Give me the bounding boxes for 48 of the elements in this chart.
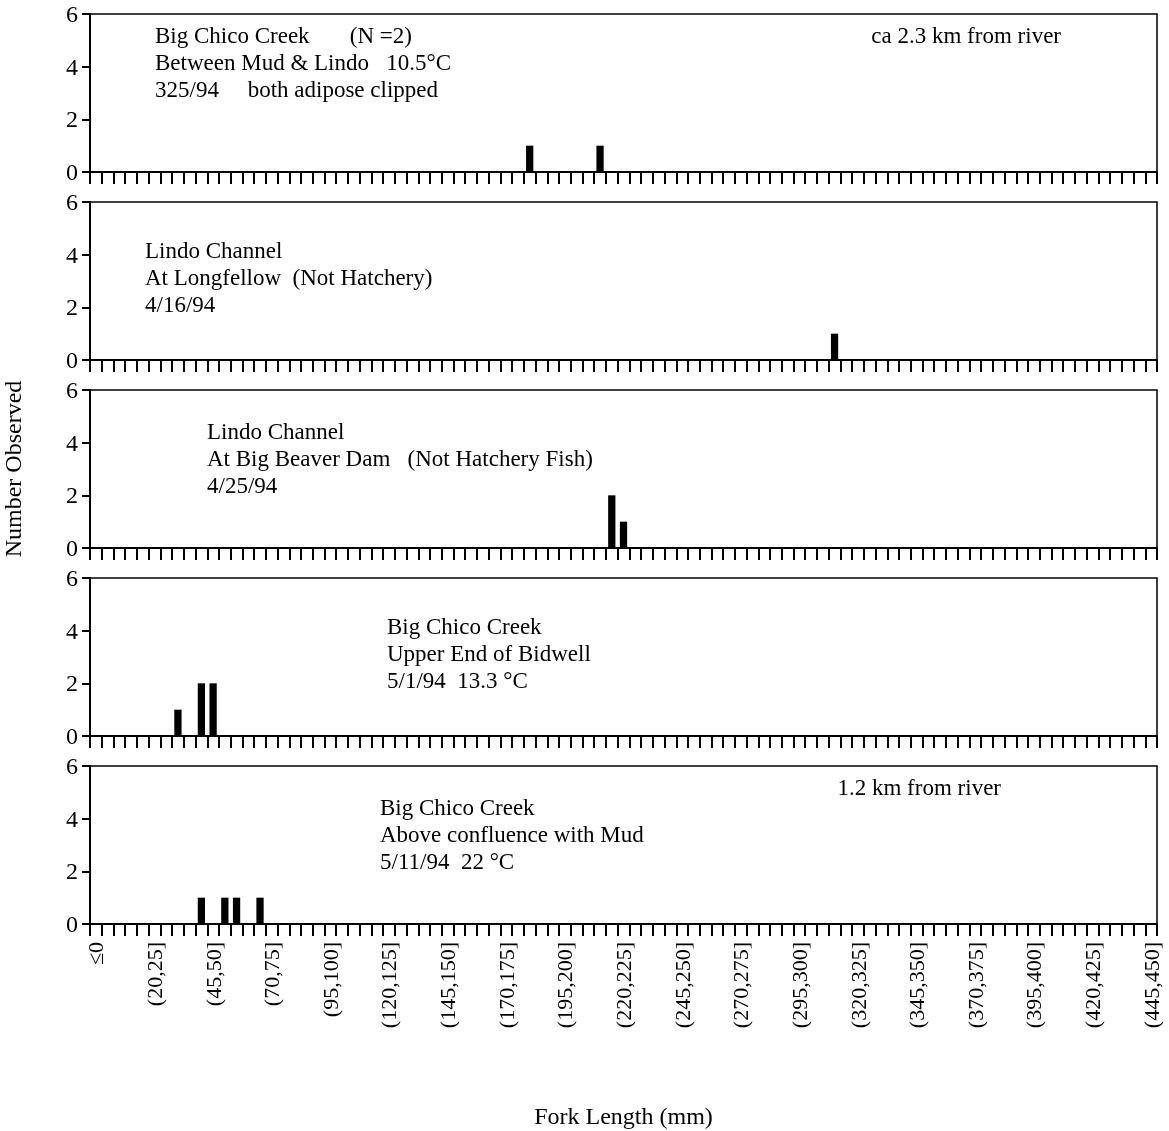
x-tick-label: (420,425]	[1080, 942, 1106, 1029]
y-tick-label: 4	[66, 53, 78, 80]
annotation: ca 2.3 km from river	[871, 23, 1062, 48]
y-tick-label: 2	[66, 482, 78, 509]
x-tick-label: (120,125]	[376, 942, 402, 1029]
y-tick-label: 0	[66, 535, 78, 561]
x-tick-label: (345,350]	[904, 942, 930, 1029]
x-tick-label: (195,200]	[552, 942, 578, 1029]
x-tick-label: (20,25]	[141, 942, 167, 1007]
y-tick-label: 6	[66, 565, 78, 591]
y-tick-label: 0	[66, 723, 78, 749]
x-axis-title: Fork Length (mm)	[534, 1103, 713, 1129]
y-tick-label: 2	[66, 294, 78, 321]
y-tick-label: 0	[66, 347, 78, 373]
annotation: Big Chico Creek (N =2) Between Mud & Lindo 10.5°C 325/94 both adipose clipped	[155, 23, 452, 102]
y-tick-label: 0	[66, 911, 78, 937]
y-tick-label: 6	[66, 377, 78, 403]
x-tick-label: (295,300]	[786, 942, 812, 1029]
y-tick-label: 2	[66, 858, 78, 885]
y-tick-label: 4	[66, 429, 78, 456]
x-tick-label: (270,275]	[728, 942, 754, 1029]
annotation: 1.2 km from river	[837, 775, 1002, 800]
x-tick-label: (395,400]	[1021, 942, 1047, 1029]
x-tick-label: (170,175]	[493, 942, 519, 1029]
x-tick-label: (370,375]	[962, 942, 988, 1029]
y-tick-label: 0	[66, 159, 78, 185]
annotation: Lindo Channel At Big Beaver Dam (Not Hatchery Fish) 4/25/94	[207, 419, 593, 498]
x-tick-label: (95,100]	[317, 942, 343, 1018]
x-tick-label: (220,225]	[611, 942, 636, 1029]
y-tick-label: 4	[66, 805, 78, 832]
x-tick-label: (245,250]	[669, 942, 695, 1029]
y-axis-title: Number Observed	[0, 380, 26, 558]
x-tick-label: (445,450]	[1138, 942, 1164, 1029]
y-tick-label: 2	[66, 670, 78, 697]
y-tick-label: 6	[66, 189, 78, 215]
x-tick-label: (320,325]	[845, 942, 871, 1029]
y-tick-label: 2	[66, 106, 78, 133]
x-tick-label: (70,75]	[259, 942, 285, 1007]
annotation: Big Chico Creek Above confluence with Mud 5/11/94 22 °C	[380, 795, 645, 874]
y-tick-label: 6	[66, 1, 78, 27]
annotation: Big Chico Creek Upper End of Bidwell 5/1/94 13.3 °C	[387, 614, 591, 693]
y-tick-label: 6	[66, 753, 78, 779]
x-tick-label: ≤0	[83, 942, 109, 966]
y-tick-label: 4	[66, 241, 78, 268]
annotation: Lindo Channel At Longfellow (Not Hatchery) 4/16/94	[145, 238, 433, 317]
x-tick-label: (45,50]	[200, 942, 226, 1007]
y-tick-label: 4	[66, 617, 78, 644]
x-tick-label: (145,150]	[435, 942, 461, 1029]
